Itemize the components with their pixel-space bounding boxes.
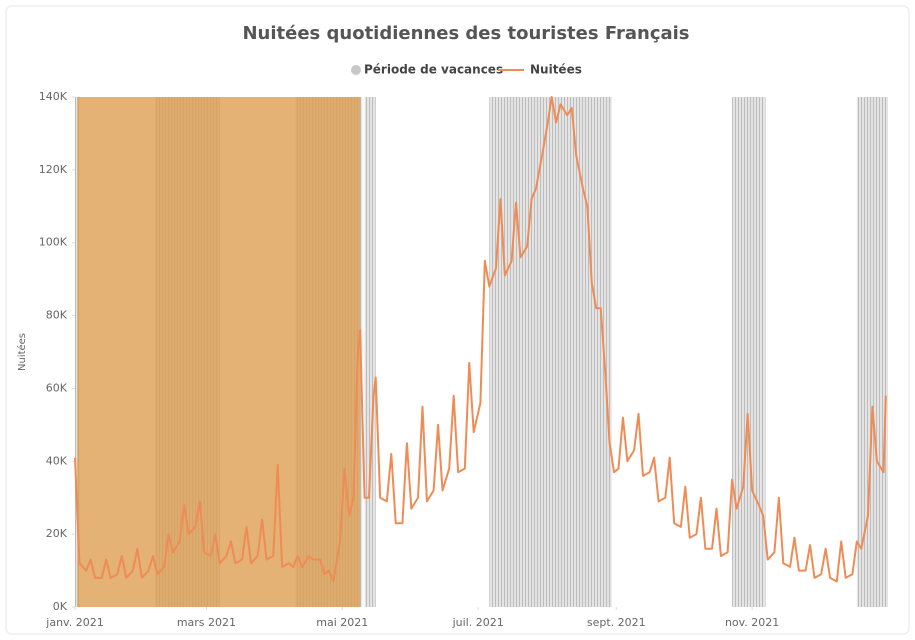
y-tick-label: 40K (46, 454, 68, 467)
line (74, 96, 887, 583)
vacation-band (364, 97, 376, 607)
vacation-band (732, 97, 766, 607)
x-tick-label: janv. 2021 (45, 616, 103, 629)
y-axis-label: Nuitées (16, 333, 28, 371)
y-tick-label: 80K (46, 309, 68, 322)
legend-swatch (351, 65, 361, 75)
x-tick-label: sept. 2021 (587, 616, 646, 629)
legend: Période de vacances Nuitées (351, 63, 582, 77)
vacation-band (856, 97, 888, 607)
y-tick-label: 0K (53, 600, 68, 613)
x-tick-label: mars 2021 (177, 616, 236, 629)
y-tick-label: 120K (39, 163, 68, 176)
y-tick-label: 20K (46, 527, 68, 540)
legend-label: Période de vacances (364, 63, 503, 77)
y-tick-label: 60K (46, 381, 68, 394)
x-tick-label: juil. 2021 (452, 616, 504, 629)
x-tick-label: nov. 2021 (725, 616, 779, 629)
x-tick-label: mai 2021 (316, 616, 368, 629)
vacation-band (489, 97, 612, 607)
highlight-band (77, 97, 361, 607)
legend-label: Nuitées (530, 63, 582, 77)
chart-title: Nuitées quotidiennes des touristes Franç… (242, 23, 689, 44)
y-tick-label: 140K (39, 90, 68, 103)
y-tick-label: 100K (39, 236, 68, 249)
